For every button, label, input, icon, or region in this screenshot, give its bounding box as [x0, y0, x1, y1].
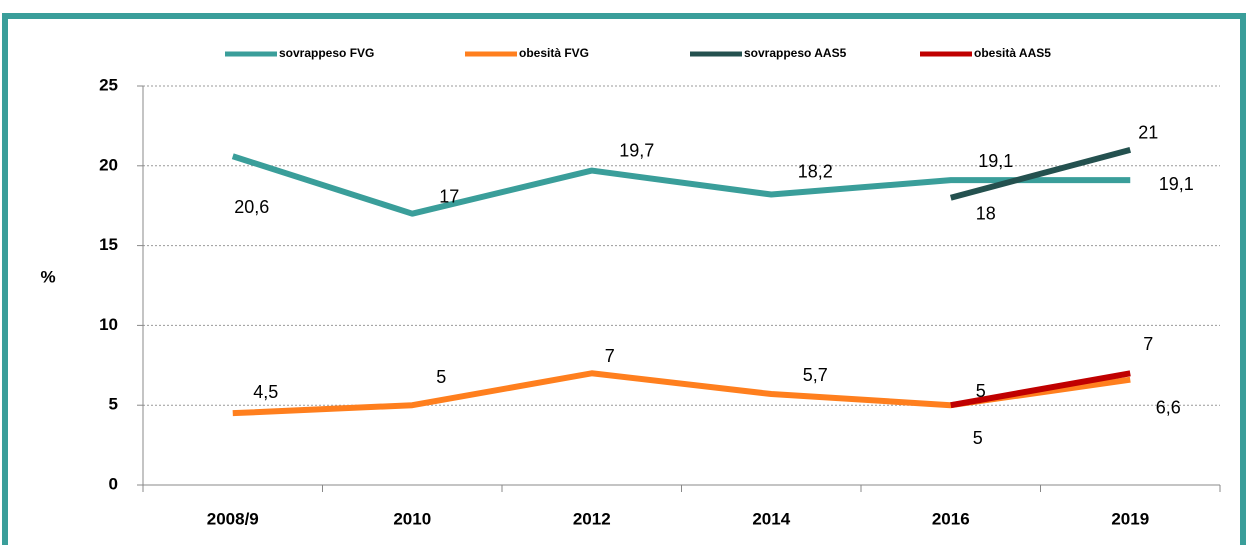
data-label: 6,6: [1156, 397, 1181, 417]
y-tick-label: 20: [99, 155, 118, 174]
data-label: 19,1: [1159, 174, 1194, 194]
data-label: 5: [436, 367, 446, 387]
data-label: 19,7: [619, 140, 654, 160]
series-line: [231, 153, 1131, 217]
x-tick-label: 2012: [573, 509, 611, 528]
series-line: [232, 370, 1131, 417]
legend-label: sovrappeso AAS5: [744, 46, 847, 60]
data-label: 7: [605, 346, 615, 366]
data-label: 5: [976, 381, 986, 401]
x-tick-label: 2010: [393, 509, 431, 528]
data-label: 18,2: [798, 161, 833, 181]
data-label: 5: [973, 428, 983, 448]
data-label: 21: [1138, 123, 1158, 143]
legend-label: obesità AAS5: [974, 46, 1051, 60]
y-tick-label: 0: [109, 474, 118, 493]
frame: [2, 13, 1246, 545]
data-label: 20,6: [234, 197, 269, 217]
x-tick-label: 2019: [1111, 509, 1149, 528]
series-line: [949, 146, 1132, 201]
data-label: 7: [1143, 334, 1153, 354]
series-line: [950, 370, 1131, 409]
x-tick-label: 2014: [752, 509, 790, 528]
data-label: 4,5: [253, 382, 278, 402]
legend-label: obesità FVG: [519, 46, 589, 60]
data-label: 18: [976, 203, 996, 223]
y-tick-label: 25: [99, 75, 118, 94]
data-label: 19,1: [978, 151, 1013, 171]
y-tick-label: 5: [109, 395, 118, 414]
y-axis-label: %: [40, 267, 55, 286]
data-label: 5,7: [803, 365, 828, 385]
x-tick-label: 2008/9: [207, 509, 259, 528]
y-tick-label: 15: [99, 235, 118, 254]
y-tick-label: 10: [99, 315, 118, 334]
legend-label: sovrappeso FVG: [279, 46, 374, 60]
x-tick-label: 2016: [932, 509, 970, 528]
data-label: 17: [439, 186, 459, 206]
